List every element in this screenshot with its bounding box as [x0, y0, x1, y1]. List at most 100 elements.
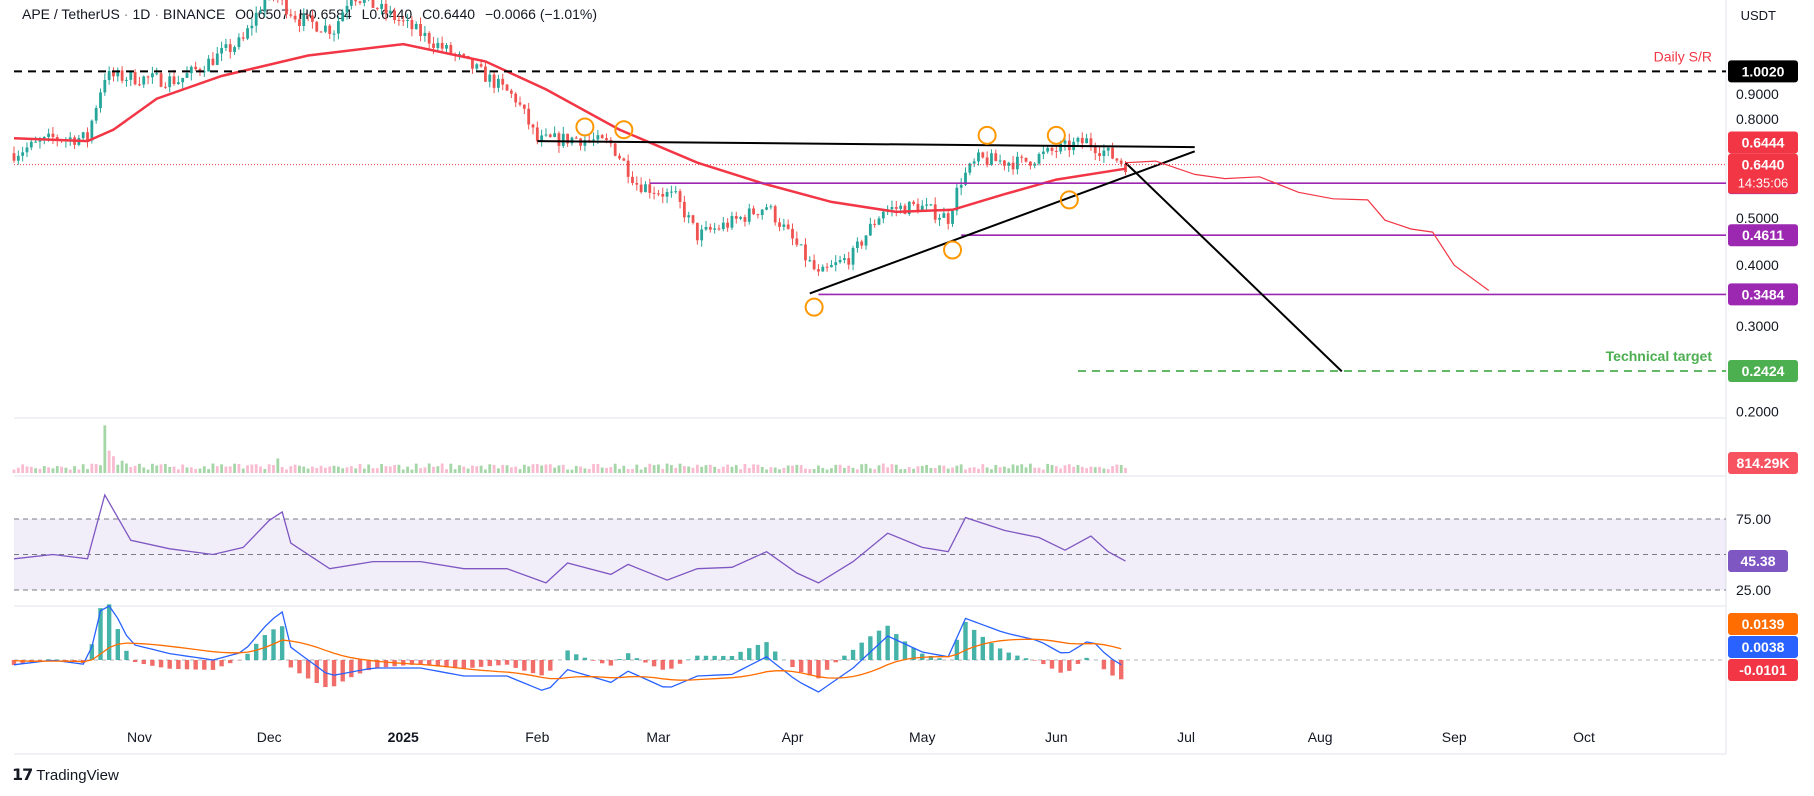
macd-histogram-bar — [1075, 660, 1081, 664]
macd-histogram-bar — [530, 660, 536, 674]
macd-histogram-bar — [643, 660, 648, 663]
candle-body — [747, 208, 751, 222]
volume-bar — [687, 466, 691, 473]
volume-bar — [968, 467, 972, 473]
candle-body — [215, 53, 219, 65]
volume-bar — [596, 463, 600, 473]
volume-bar — [228, 466, 232, 473]
candle-body — [557, 133, 561, 146]
volume-bar — [557, 465, 561, 473]
candle-body — [778, 222, 781, 227]
candle-body — [938, 217, 941, 220]
volume-bar — [644, 467, 647, 473]
candle-body — [968, 163, 972, 173]
volume-bar — [185, 467, 189, 473]
candle-body — [406, 19, 409, 21]
candle-body — [899, 205, 903, 209]
candle — [994, 149, 998, 162]
macd-histogram-bar — [279, 626, 285, 660]
candle-body — [717, 228, 721, 230]
currency-selector[interactable]: USDT — [1740, 8, 1776, 23]
time-tick-4: Mar — [646, 729, 670, 745]
volume-bar — [81, 464, 85, 473]
volume-bar — [86, 469, 89, 473]
candle-body — [544, 134, 548, 136]
volume-bar — [509, 467, 513, 473]
candle — [324, 18, 327, 34]
candle-body — [916, 203, 920, 212]
candle-body — [427, 32, 431, 44]
volume-bar — [1007, 468, 1011, 473]
candle — [713, 222, 717, 234]
macd-histogram-bar — [349, 660, 354, 678]
candle — [817, 264, 820, 276]
candle — [734, 211, 738, 224]
technical-target-label: Technical target — [1606, 348, 1713, 364]
tradingview-brand[interactable]: 𝟭𝟳 TradingView — [12, 765, 119, 785]
volume-bar — [1033, 467, 1037, 473]
candle — [176, 75, 180, 85]
candle — [423, 25, 427, 42]
candle — [1115, 157, 1119, 163]
candle — [172, 69, 176, 86]
candle — [691, 214, 695, 225]
candle — [341, 9, 345, 22]
candle-body — [981, 152, 985, 158]
volume-bar — [907, 467, 911, 473]
volume-bar — [553, 467, 557, 473]
candle-body — [1020, 156, 1024, 158]
candle — [687, 211, 691, 224]
candle-body — [739, 217, 742, 219]
volume-bar — [194, 468, 198, 473]
candle — [1102, 144, 1106, 163]
candle-body — [773, 206, 777, 223]
candle-body — [665, 191, 669, 197]
volume-bar — [959, 464, 963, 473]
volume-bar — [834, 464, 838, 473]
macd-histogram-bar — [288, 660, 293, 668]
candle-body — [812, 260, 816, 270]
candle — [120, 66, 124, 84]
macd-histogram-bar — [89, 644, 95, 660]
volume-bar — [1085, 468, 1088, 473]
candle-body — [881, 211, 885, 219]
rsi-level-label-0: 75.00 — [1736, 511, 1771, 527]
interval-label[interactable]: 1D — [132, 6, 151, 22]
volume-bar — [328, 466, 332, 473]
volume-bar — [475, 466, 479, 473]
symbol-label[interactable]: APE / TetherUS — [22, 6, 120, 22]
volume-bar — [704, 465, 708, 473]
candle — [440, 36, 444, 53]
candle — [21, 146, 25, 162]
candle-body — [652, 192, 656, 194]
volume-bar — [756, 464, 760, 473]
touch-point-circle — [804, 297, 824, 317]
volume-bar — [778, 469, 781, 473]
candle — [752, 205, 755, 216]
candle-body — [925, 204, 928, 206]
candle-body — [860, 241, 864, 246]
candle-body — [207, 58, 211, 72]
candle — [1106, 147, 1110, 157]
candle — [592, 132, 595, 147]
volume-bar — [73, 466, 76, 473]
candle — [583, 134, 587, 152]
candle-body — [868, 223, 872, 236]
volume-bar — [548, 464, 552, 473]
volume-bar — [855, 469, 859, 473]
volume-bar — [380, 463, 384, 473]
candle-body — [220, 47, 223, 54]
candle-body — [695, 222, 699, 241]
candle-body — [639, 184, 643, 193]
candle — [336, 16, 340, 40]
volume-bar — [899, 469, 903, 473]
macd-histogram-bar — [954, 639, 960, 660]
candle-body — [1089, 138, 1093, 147]
candle — [492, 72, 496, 94]
macd-histogram-bar — [548, 660, 553, 671]
price-tick-8: 0.9000 — [1736, 86, 1779, 102]
candle-body — [553, 133, 557, 137]
macd-histogram-bar — [842, 655, 847, 660]
macd-histogram-bar — [634, 658, 639, 660]
